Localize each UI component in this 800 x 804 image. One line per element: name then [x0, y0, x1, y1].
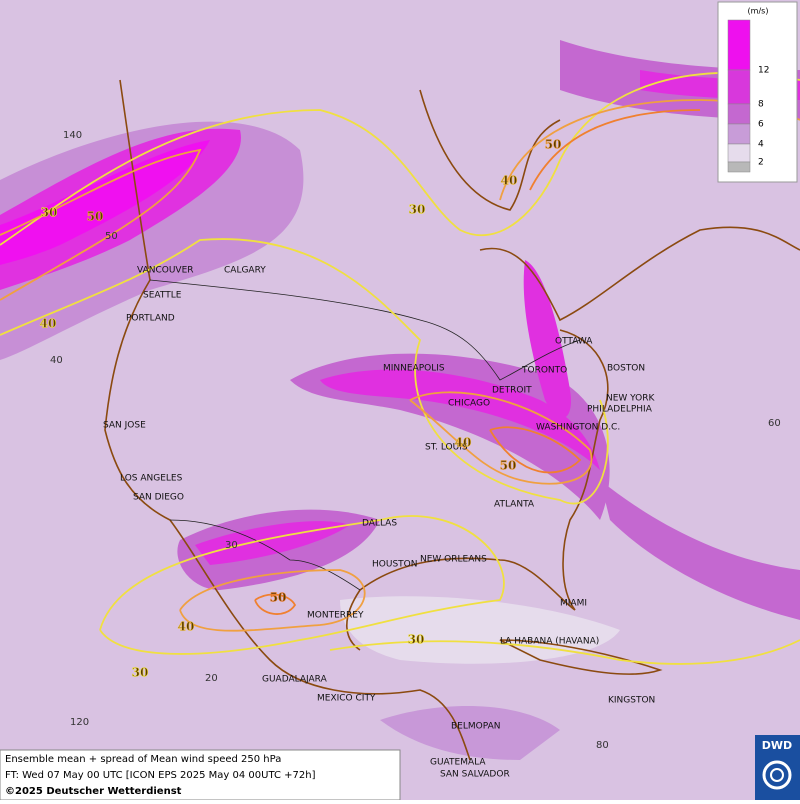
coastlines	[104, 79, 800, 761]
legend-label: 8	[758, 100, 764, 110]
logo-swirl	[770, 768, 784, 782]
legend: (m/s) 12 8 6 4 2	[717, 1, 798, 183]
city-label: CHICAGO	[448, 399, 490, 409]
city-label: BOSTON	[607, 364, 645, 374]
footer-line: FT: Wed 07 May 00 UTC [ICON EPS 2025 May…	[5, 770, 316, 781]
city-label: LA HABANA (HAVANA)	[500, 637, 599, 647]
city-label: DETROIT	[492, 386, 532, 396]
footer-box	[0, 749, 401, 801]
legend-label: 6	[758, 120, 764, 130]
city-label: NEW YORK	[606, 394, 656, 404]
city-label: MINNEAPOLIS	[383, 364, 445, 374]
logo: DWD	[755, 735, 800, 800]
contour-label: 50	[270, 591, 287, 605]
logo-swirl	[762, 760, 792, 790]
contour-label: 50	[87, 210, 104, 224]
city-label: HOUSTON	[372, 560, 417, 570]
city-label: GUATEMALA	[430, 758, 486, 768]
legend-label: 2	[758, 158, 764, 168]
grid-label: 60	[768, 418, 781, 429]
legend-color	[727, 143, 751, 163]
grid-label: 80	[596, 740, 609, 751]
legend-color	[727, 123, 751, 145]
legend-color	[727, 69, 751, 105]
grid-label: 40	[50, 355, 63, 366]
logo-text: DWD	[762, 739, 792, 752]
legend-color	[727, 103, 751, 125]
contour-label: 30	[41, 206, 58, 220]
city-label: SAN DIEGO	[133, 493, 184, 503]
contour-label: 40	[501, 174, 518, 188]
city-label: KINGSTON	[608, 696, 655, 706]
legend-color	[727, 161, 751, 173]
grid-label: 20	[205, 673, 218, 684]
city-label: MONTERREY	[307, 611, 364, 621]
grid-label: 50	[105, 231, 118, 242]
contour-label: 30	[408, 633, 425, 647]
grid-label: 140	[63, 130, 82, 141]
city-label: PHILADELPHIA	[587, 405, 653, 415]
city-label: MEXICO CITY	[317, 694, 376, 704]
contour-label: 40	[178, 620, 195, 634]
contour-label: 50	[500, 459, 517, 473]
footer-line: Ensemble mean + spread of Mean wind spee…	[5, 754, 281, 765]
city-label: PORTLAND	[126, 314, 175, 324]
legend-unit: (m/s)	[748, 7, 769, 16]
city-label: DALLAS	[362, 519, 397, 529]
city-label: ATLANTA	[494, 500, 535, 510]
legend-color	[727, 19, 751, 71]
contour-label: 30	[132, 666, 149, 680]
city-label: VANCOUVER	[137, 266, 194, 276]
contour-label: 40	[455, 436, 472, 450]
city-label: CALGARY	[224, 266, 266, 276]
legend-label: 4	[758, 140, 764, 150]
city-label: NEW ORLEANS	[420, 555, 487, 565]
city-label: LOS ANGELES	[120, 474, 183, 484]
city-label: SEATTLE	[143, 291, 182, 301]
city-label: OTTAWA	[555, 337, 593, 347]
city-label: SAN SALVADOR	[440, 770, 510, 780]
city-label: GUADALAJARA	[262, 675, 328, 685]
grid-label: 120	[70, 717, 89, 728]
city-label: TORONTO	[521, 366, 567, 376]
city-label: BELMOPAN	[451, 722, 500, 732]
labels: VANCOUVER CALGARY SEATTLE PORTLAND SAN JOSE L…	[39, 130, 781, 780]
footer: Ensemble mean + spread of Mean wind spee…	[0, 749, 401, 801]
city-label: WASHINGTON D.C.	[536, 423, 620, 433]
legend-label: 12	[758, 66, 769, 76]
city-label: ST. LOUIS	[425, 443, 468, 453]
contours	[0, 71, 800, 665]
legend-scale: 12 8 6 4 2	[727, 19, 769, 173]
footer-line: ©2025 Deutscher Wetterdienst	[5, 786, 182, 797]
contour-label: 40	[40, 317, 57, 331]
city-label: MIAMI	[560, 599, 587, 609]
borders	[149, 279, 581, 591]
contour-label: 50	[545, 138, 562, 152]
contour-label: 30	[409, 203, 426, 217]
city-label: SAN JOSE	[103, 421, 146, 431]
grid-label: 30	[225, 540, 238, 551]
